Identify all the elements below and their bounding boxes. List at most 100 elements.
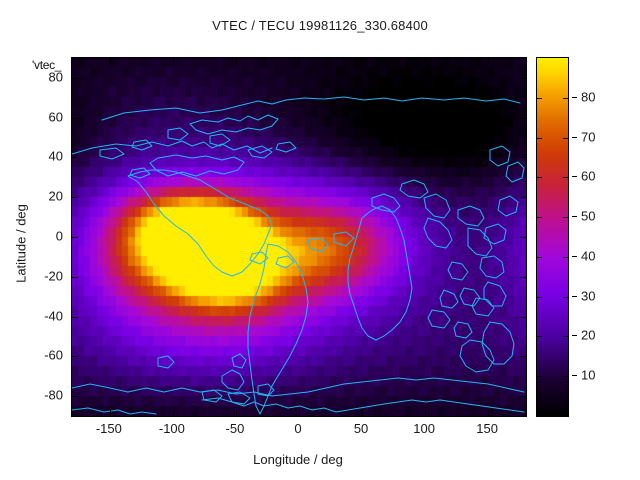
x-tick-mark-top [299,58,300,64]
coastline-segment [440,290,458,308]
chart-title: VTEC / TECU 19981126_330.68400 [212,18,428,33]
colorbar-tick-mark-right [563,376,568,377]
x-tick-mark [425,410,426,416]
y-tick-mark-right [520,396,526,397]
coastline-segment [484,224,506,244]
y-tick-mark [72,157,78,158]
x-tick-mark-top [425,58,426,64]
coastline-segment [100,148,124,159]
y-axis-title: Latitude / deg [13,204,29,283]
y-tick-label: 60 [48,109,63,125]
coastline-segment [472,298,494,316]
colorbar-gradient [537,58,568,416]
coastline-segment [228,392,250,404]
coastline-segment [72,408,156,414]
colorbar-tick-mark [537,297,542,298]
colorbar-tick-mark-right [563,138,568,139]
coastline-segment [248,146,272,158]
colorbar-tick-label: 50 [581,208,596,224]
colorbar-outer-tick [572,375,577,376]
y-tick-mark [72,237,78,238]
colorbar-outer-tick [572,296,577,297]
coastline-segment [202,390,222,402]
y-tick-label: 40 [48,148,63,164]
y-tick-mark [72,197,78,198]
colorbar-tick-label: 40 [581,248,596,264]
colorbar-outer-tick [572,256,577,257]
x-tick-label: -150 [95,421,122,436]
coastline-segment [102,97,520,120]
coastline-segment [458,206,484,226]
coastline-segment [158,356,174,368]
coastline-segment [484,282,506,306]
y-tick-label: -80 [44,387,63,403]
colorbar-tick-label: 10 [581,367,596,383]
vtec-map-plot [71,57,527,417]
stray-vtec-label: 'vtec_ [32,58,62,72]
coastline-segment [490,146,510,166]
colorbar-tick-mark [537,177,542,178]
colorbar-tick-mark-right [563,257,568,258]
colorbar [536,57,569,417]
y-tick-label: 80 [48,69,63,85]
y-tick-mark-right [520,277,526,278]
coastline-segment [460,340,494,372]
colorbar-tick-mark [537,336,542,337]
colorbar-tick-mark [537,376,542,377]
x-tick-mark [362,410,363,416]
coastline-segment [72,378,524,396]
y-tick-mark-right [520,78,526,79]
y-tick-mark-right [520,157,526,158]
x-tick-mark [110,410,111,416]
colorbar-outer-tick [572,176,577,177]
coastline-segment [190,115,278,134]
coastline-segment [424,194,450,218]
colorbar-tick-mark-right [563,177,568,178]
coastline-segment [482,322,514,364]
y-tick-label: -60 [44,347,63,363]
y-tick-mark [72,356,78,357]
colorbar-tick-label: 80 [581,89,596,105]
x-tick-mark [299,410,300,416]
colorbar-tick-mark [537,98,542,99]
y-tick-mark [72,396,78,397]
x-tick-mark [236,410,237,416]
colorbar-tick-mark [537,257,542,258]
y-tick-label: 0 [55,228,63,244]
coastline-overlay [72,58,526,416]
y-tick-label: 20 [48,188,63,204]
coastline-segment [250,252,268,264]
colorbar-tick-mark [537,138,542,139]
colorbar-tick-mark-right [563,297,568,298]
coastline-segment [222,370,244,390]
x-tick-label: -100 [158,421,185,436]
x-tick-label: 150 [476,421,499,436]
colorbar-tick-mark-right [563,217,568,218]
y-tick-mark [72,317,78,318]
x-tick-mark [488,410,489,416]
coastline-segment [460,288,480,306]
y-tick-mark [72,78,78,79]
coastline-segment [498,196,518,216]
coastline-segment [72,141,272,154]
x-tick-mark-top [110,58,111,64]
y-tick-mark [72,277,78,278]
coastline-segment [480,256,504,278]
colorbar-tick-mark [537,217,542,218]
x-tick-label: -50 [225,421,245,436]
y-tick-mark-right [520,197,526,198]
y-tick-mark [72,118,78,119]
coastline-segment [258,384,274,396]
coastline-segment [448,262,468,280]
x-tick-label: 50 [353,421,369,436]
y-tick-label: -20 [44,268,63,284]
coastline-segment [424,218,452,248]
y-tick-mark-right [520,118,526,119]
x-tick-label: 0 [294,421,302,436]
colorbar-tick-label: 30 [581,288,596,304]
colorbar-tick-mark-right [563,98,568,99]
coastline-segment [210,134,230,146]
x-tick-mark-top [488,58,489,64]
x-tick-mark [173,410,174,416]
